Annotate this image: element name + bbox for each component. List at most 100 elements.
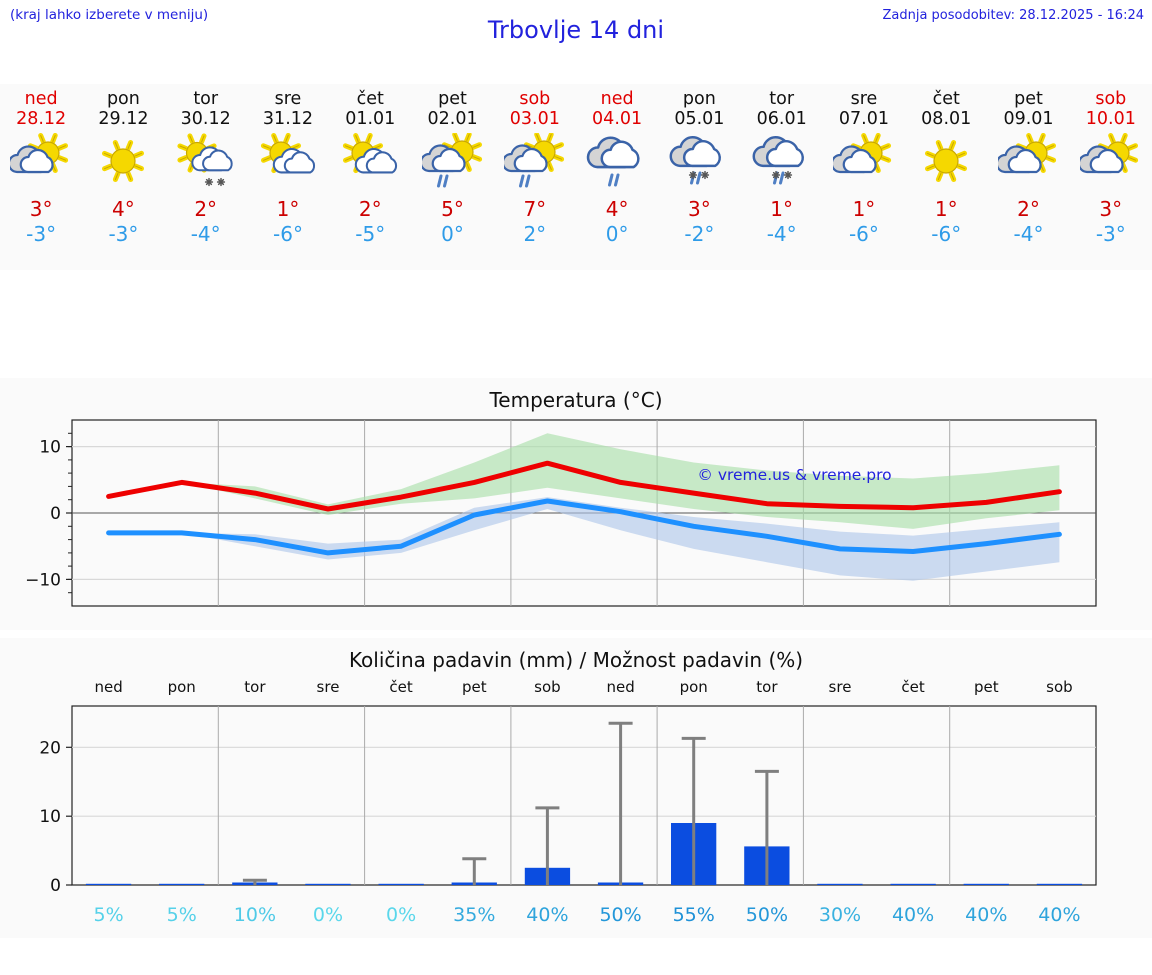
svg-text:0%: 0% [313, 904, 343, 926]
svg-text:čet: čet [389, 678, 412, 696]
day-column[interactable]: pon 05.01 3° -2° [658, 84, 740, 270]
top-bar: (kraj lahko izberete v meniju) Trbovlje … [0, 0, 1152, 62]
day-max-temperature: 2° [194, 197, 218, 221]
svg-text:čet: čet [901, 678, 924, 696]
svg-text:pet: pet [462, 678, 487, 696]
menu-hint-text: (kraj lahko izberete v meniju) [10, 7, 209, 23]
svg-text:10: 10 [39, 807, 61, 827]
day-min-temperature: -3° [26, 222, 57, 246]
day-column[interactable]: pet 09.01 2° -4° [987, 84, 1069, 270]
day-column[interactable]: pon 29.12 4° -3° [82, 84, 164, 270]
day-max-temperature: 2° [358, 197, 382, 221]
day-column[interactable]: sob 03.01 7° 2° [494, 84, 576, 270]
svg-text:sob: sob [534, 678, 561, 696]
day-column[interactable]: sre 07.01 1° -6° [823, 84, 905, 270]
day-name: čet [932, 89, 960, 109]
sun-cloud-white-icon [339, 133, 401, 193]
day-column[interactable]: sob 10.01 3° -3° [1070, 84, 1152, 270]
day-column[interactable]: tor 06.01 1° -4° [741, 84, 823, 270]
svg-text:0: 0 [50, 876, 61, 896]
sun-cloud-icon [832, 133, 895, 193]
day-max-temperature: 3° [688, 197, 711, 221]
day-max-temperature: 3° [29, 197, 53, 221]
day-max-temperature: 3° [1099, 197, 1123, 221]
svg-text:5%: 5% [167, 904, 197, 926]
day-column[interactable]: tor 30.12 2° -4° [165, 84, 247, 270]
day-min-temperature: 0° [441, 222, 464, 246]
cloud-sleet-icon [751, 133, 813, 193]
day-name: sob [519, 89, 551, 109]
svg-text:50%: 50% [746, 904, 788, 926]
day-name: pon [682, 89, 716, 109]
day-min-temperature: -3° [1095, 222, 1126, 246]
day-max-temperature: 5° [441, 197, 464, 221]
svg-text:0%: 0% [386, 904, 416, 926]
daily-forecast-strip: ned 28.12 3° -3° pon 29.12 4° -3° tor 30.12 2° -4… [0, 84, 1152, 270]
cloud-rain-icon [586, 133, 648, 193]
day-column[interactable]: čet 01.01 2° -5° [329, 84, 411, 270]
svg-text:tor: tor [756, 678, 778, 696]
svg-text:55%: 55% [673, 904, 715, 926]
svg-text:0: 0 [50, 504, 61, 524]
day-min-temperature: -4° [1013, 222, 1044, 246]
day-column[interactable]: čet 08.01 1° -6° [905, 84, 987, 270]
day-date: 29.12 [98, 109, 149, 129]
day-name: sob [1095, 89, 1127, 109]
precipitation-chart: 20 10 0 ned pon tor sre čet pet sob ned pon tor sre če… [39, 678, 1097, 926]
day-min-temperature: -6° [931, 222, 962, 246]
day-min-temperature: -3° [108, 222, 139, 246]
day-name: ned [600, 89, 634, 109]
day-column[interactable]: ned 04.01 4° 0° [576, 84, 658, 270]
sun-cloud-snow-icon [175, 133, 237, 193]
day-name: sre [274, 89, 302, 109]
svg-text:30%: 30% [819, 904, 861, 926]
day-max-temperature: 4° [112, 197, 135, 221]
sun-icon [915, 133, 977, 193]
day-date: 06.01 [756, 109, 807, 129]
day-min-temperature: -6° [848, 222, 879, 246]
sun-cloud-icon [1079, 133, 1142, 193]
day-max-temperature: 7° [523, 197, 547, 221]
day-min-temperature: 0° [605, 222, 629, 246]
svg-text:© vreme.us & vreme.pro: © vreme.us & vreme.pro [697, 466, 891, 484]
svg-text:35%: 35% [453, 904, 495, 926]
day-name: tor [193, 89, 219, 109]
precipitation-chart-title: Količina padavin (mm) / Možnost padavin … [348, 648, 804, 672]
svg-text:ned: ned [606, 678, 634, 696]
sun-cloud-icon [10, 133, 72, 193]
day-date: 30.12 [180, 109, 231, 129]
day-column[interactable]: pet 02.01 5° 0° [411, 84, 493, 270]
day-column[interactable]: ned 28.12 3° -3° [0, 84, 82, 270]
day-date: 07.01 [838, 109, 889, 129]
day-min-temperature: 2° [523, 222, 547, 246]
day-date: 02.01 [427, 109, 478, 129]
day-date: 03.01 [509, 109, 560, 129]
svg-text:40%: 40% [965, 904, 1007, 926]
temperature-chart-title: Temperatura (°C) [489, 388, 663, 412]
day-date: 28.12 [16, 109, 67, 129]
day-min-temperature: -2° [684, 222, 715, 246]
day-min-temperature: -4° [190, 222, 221, 246]
day-column[interactable]: sre 31.12 1° -6° [247, 84, 329, 270]
day-date: 09.01 [1003, 109, 1054, 129]
day-max-temperature: 1° [934, 197, 958, 221]
day-date: 01.01 [345, 109, 396, 129]
day-max-temperature: 4° [605, 197, 629, 221]
svg-text:−10: −10 [25, 570, 61, 590]
day-date: 08.01 [921, 109, 972, 129]
day-name: tor [769, 89, 795, 109]
day-max-temperature: 1° [276, 197, 300, 221]
sun-icon [92, 133, 154, 193]
svg-text:tor: tor [244, 678, 266, 696]
day-date: 05.01 [674, 109, 725, 129]
temperature-chart-block: Temperatura (°C) 10 0 −10 © vreme.us & vrem… [0, 378, 1152, 630]
last-updated-text: Zadnja posodobitev: 28.12.2025 - 16:24 [882, 8, 1144, 23]
svg-text:40%: 40% [1038, 904, 1080, 926]
day-min-temperature: -6° [273, 222, 303, 246]
day-max-temperature: 2° [1017, 197, 1040, 221]
day-date: 10.01 [1085, 109, 1136, 129]
day-max-temperature: 1° [852, 197, 876, 221]
svg-text:sre: sre [829, 678, 852, 696]
cloud-sleet-icon [668, 133, 730, 193]
